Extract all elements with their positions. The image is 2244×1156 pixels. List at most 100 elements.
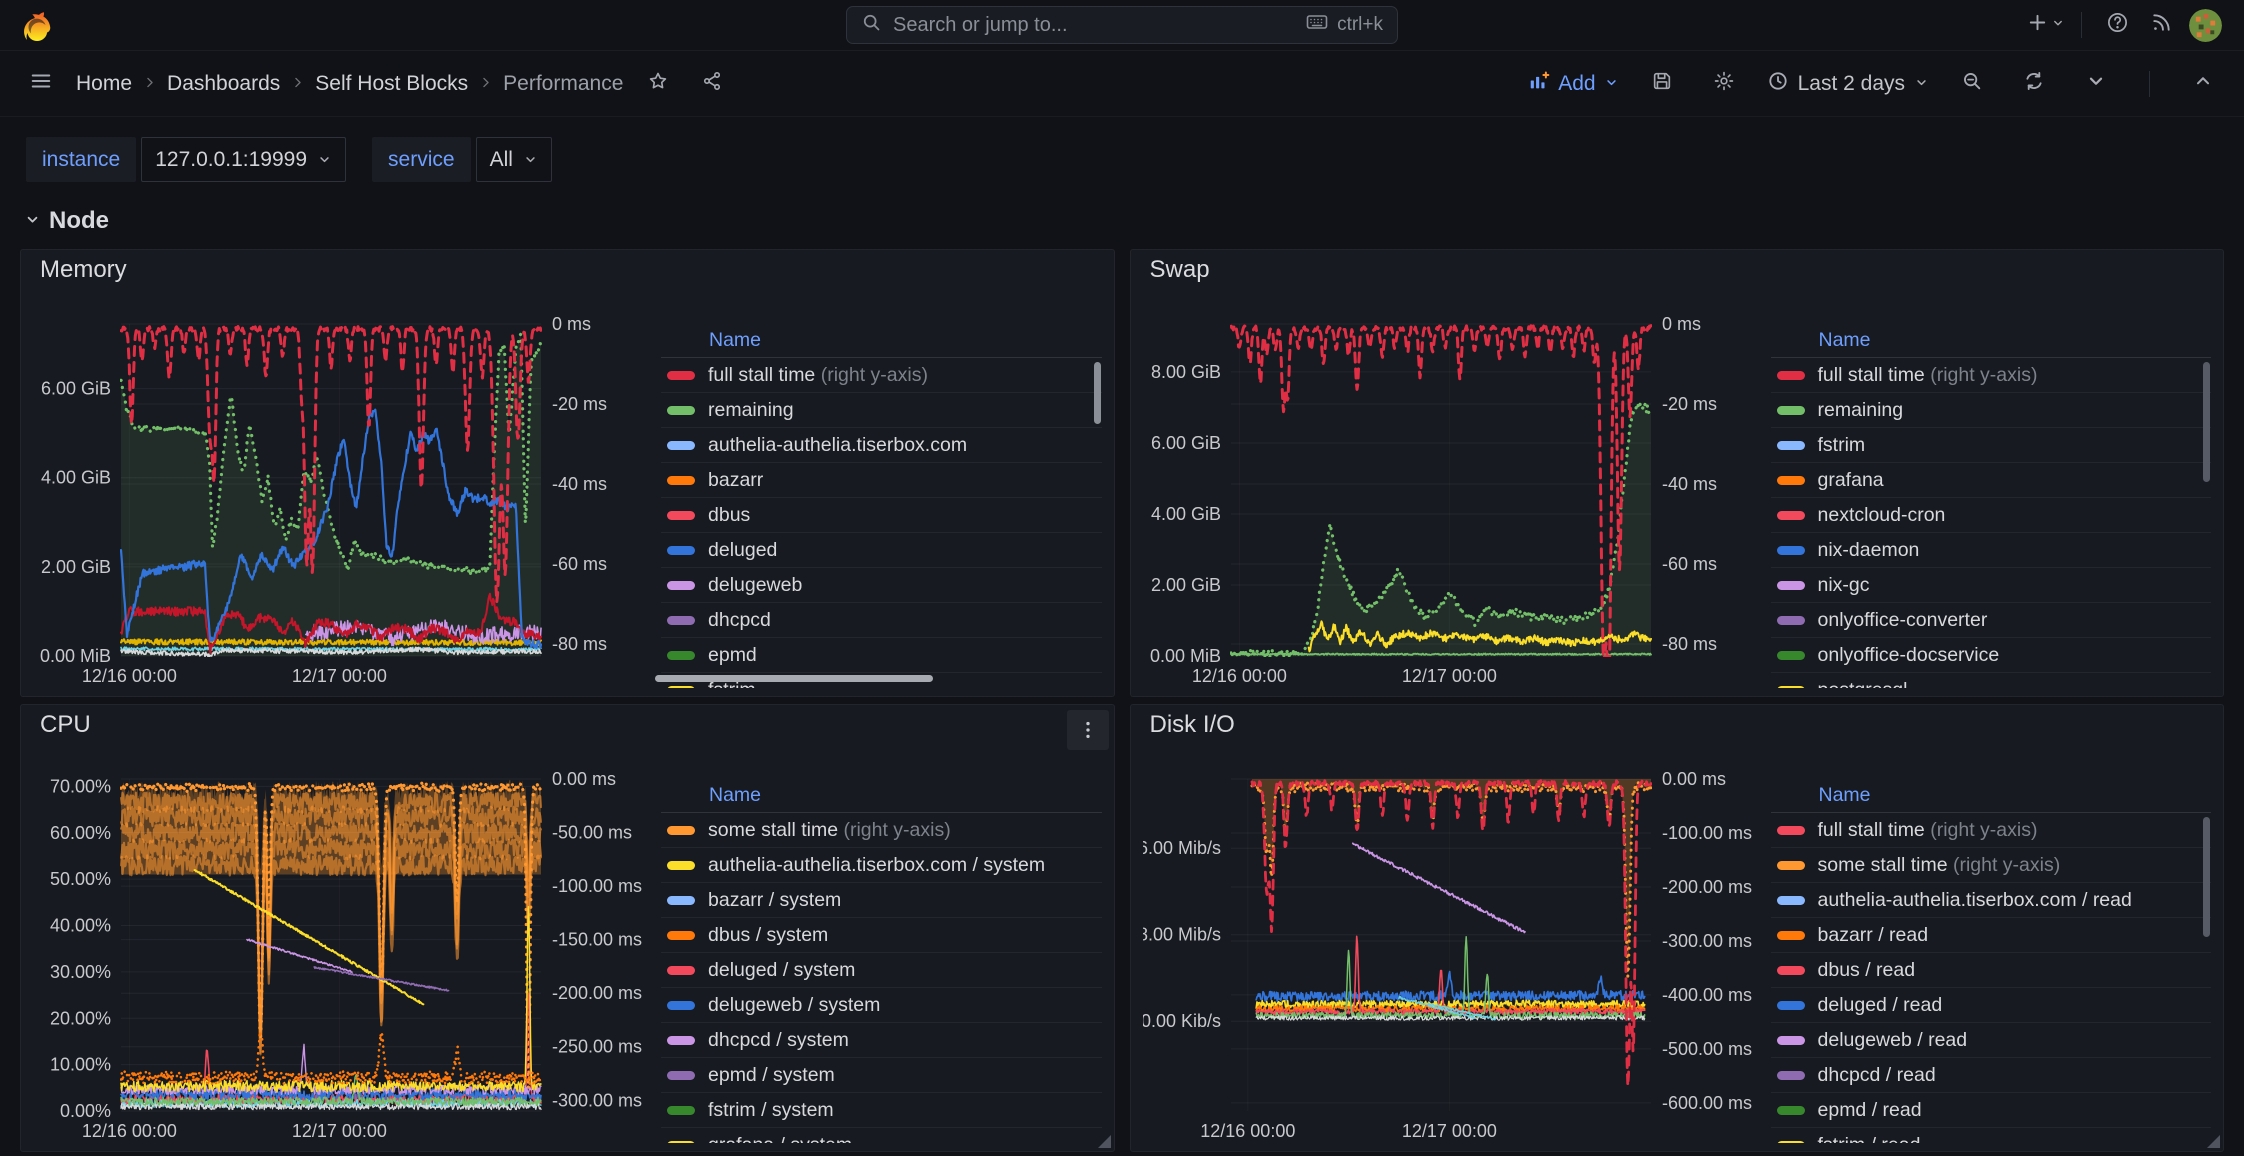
user-avatar[interactable] [2186,7,2224,43]
collapse-toolbar-button[interactable] [2184,66,2222,102]
legend-row-bazarr[interactable]: bazarr [661,463,1102,498]
legend-row-dhcpcd-read[interactable]: dhcpcd / read [1770,1058,2211,1093]
chart-canvas-cpu[interactable]: 0.00% 10.00% 20.00% 30.00% 40.00% 50.00% 60.00… [33,745,653,1143]
series-line-swap-yellow [1307,620,1652,653]
legend-row-fstrim[interactable]: fstrim [1770,428,2211,463]
panel-title-disk-io[interactable]: Disk I/O [1149,711,1235,738]
chart-canvas-disk-io[interactable]: 0.00 Kib/s 8.00 Mib/s 16.00 Mib/s 0.00 ms -1… [1143,745,1763,1143]
panel-title-swap[interactable]: Swap [1149,256,1210,283]
legend-row-epmd-system[interactable]: epmd / system [661,1058,1102,1093]
legend-row-grafana-system[interactable]: grafana / system [661,1128,1102,1143]
legend-row-deluged[interactable]: deluged [661,533,1102,568]
favorite-button[interactable] [639,66,677,102]
legend-row-authelia-authelia-tiserbox-com-system[interactable]: authelia-authelia.tiserbox.com / system [661,848,1102,883]
series-name: dhcpcd / system [708,1028,849,1051]
legend-row-fstrim-system[interactable]: fstrim / system [661,1093,1102,1128]
chart-canvas-memory[interactable]: 0.00 MiB 2.00 GiB 4.00 GiB 6.00 GiB 0 ms -20 … [33,290,653,688]
panel-title-memory[interactable]: Memory [40,256,127,283]
series-line-mem-orchid [305,619,542,647]
breadcrumb-item-self-host-blocks[interactable]: Self Host Blocks [315,71,469,95]
refresh-button[interactable] [2015,66,2053,102]
new-button[interactable] [2026,7,2065,43]
legend-row-dbus-system[interactable]: dbus / system [661,918,1102,953]
legend-horizontal-scrollbar[interactable] [655,675,934,682]
legend-row-onlyoffice-converter[interactable]: onlyoffice-converter [1770,603,2211,638]
legend-row-grafana[interactable]: grafana [1770,463,2211,498]
chart-canvas-swap[interactable]: 0.00 MiB 2.00 GiB 4.00 GiB 6.00 GiB 8.00 GiB… [1143,290,1763,688]
legend-row-authelia-authelia-tiserbox-com[interactable]: authelia-authelia.tiserbox.com [661,428,1102,463]
toolbar-divider [2149,70,2150,97]
panel-title-cpu[interactable]: CPU [40,711,91,738]
series-line-cpu-yellow-diag [193,869,425,1006]
panel-menu-button[interactable] [1066,710,1109,750]
series-name: remaining [1817,398,1904,421]
filter-value-service[interactable]: All [475,137,552,182]
series-color-pill [667,1070,695,1080]
legend-vertical-scrollbar[interactable] [2203,362,2210,482]
filter-label-instance: instance [26,137,137,182]
legend-row-bazarr-read[interactable]: bazarr / read [1770,918,2211,953]
series-line-band-2 [120,837,542,1054]
breadcrumb-item-dashboards[interactable]: Dashboards [167,71,281,95]
axis-tick-label: 16.00 Mib/s [1143,838,1221,858]
legend-row-remaining[interactable]: remaining [661,393,1102,428]
legend-header-name[interactable]: Name [1770,779,2211,813]
legend-row-nix-gc[interactable]: nix-gc [1770,568,2211,603]
legend-row-deluged-read[interactable]: deluged / read [1770,988,2211,1023]
row-node-toggle[interactable]: Node [24,207,2244,235]
search-input[interactable] [893,13,1295,37]
legend-row-onlyoffice-docservice[interactable]: onlyoffice-docservice [1770,638,2211,673]
legend-header-name[interactable]: Name [661,324,1102,358]
legend-row-some-stall-time[interactable]: some stall time (right y-axis) [661,813,1102,848]
legend-vertical-scrollbar[interactable] [1093,362,1101,424]
share-button[interactable] [693,66,731,102]
legend-row-full-stall-time[interactable]: full stall time (right y-axis) [1770,813,2211,848]
legend-row-dhcpcd[interactable]: dhcpcd [661,603,1102,638]
legend-header-name[interactable]: Name [1770,324,2211,358]
axis-tick-label: -60 ms [552,554,607,574]
legend-row-remaining[interactable]: remaining [1770,393,2211,428]
legend-row-delugeweb-system[interactable]: delugeweb / system [661,988,1102,1023]
legend-row-full-stall-time[interactable]: full stall time (right y-axis) [661,358,1102,393]
series-name: grafana [1817,468,1884,491]
legend-row-dbus[interactable]: dbus [661,498,1102,533]
series-color-pill [1776,405,1805,415]
series-name: deluged / system [708,958,856,981]
breadcrumb-item-home[interactable]: Home [76,71,133,95]
search-box[interactable]: ctrl+k [846,6,1398,44]
legend-row-authelia-authelia-tiserbox-com-read[interactable]: authelia-authelia.tiserbox.com / read [1770,883,2211,918]
legend-row-fstrim[interactable]: fstrim [661,673,1102,688]
mega-menu-toggle[interactable] [22,66,60,102]
legend-row-nextcloud-cron[interactable]: nextcloud-cron [1770,498,2211,533]
save-button[interactable] [1643,66,1681,102]
chevron-down-icon [24,207,41,235]
panel-resize-handle[interactable] [2207,1135,2220,1148]
legend-row-dhcpcd-system[interactable]: dhcpcd / system [661,1023,1102,1058]
legend-row-delugeweb-read[interactable]: delugeweb / read [1770,1023,2211,1058]
legend-row-some-stall-time[interactable]: some stall time (right y-axis) [1770,848,2211,883]
legend-row-fstrim-read[interactable]: fstrim / read [1771,1128,2212,1143]
filter-value-instance[interactable]: 127.0.0.1:19999 [141,137,347,182]
news-button[interactable] [2142,7,2180,43]
legend-header-name[interactable]: Name [661,779,1102,813]
legend-row-delugeweb[interactable]: delugeweb [661,568,1102,603]
dashboard-settings-button[interactable] [1705,66,1743,102]
legend-row-deluged-system[interactable]: deluged / system [661,953,1102,988]
legend-row-dbus-read[interactable]: dbus / read [1770,953,2211,988]
zoom-out-button[interactable] [1953,66,1991,102]
refresh-interval-picker[interactable] [2077,66,2115,102]
series-color-pill [667,1105,695,1115]
panel-resize-handle[interactable] [1097,1135,1111,1148]
add-button[interactable]: Add [1528,70,1618,98]
legend-row-nix-daemon[interactable]: nix-daemon [1770,533,2211,568]
legend-vertical-scrollbar[interactable] [2203,817,2210,937]
legend-row-epmd-read[interactable]: epmd / read [1770,1093,2211,1128]
legend-row-epmd[interactable]: epmd [661,638,1102,673]
time-picker-button[interactable]: Last 2 days [1767,70,1929,98]
grafana-logo[interactable] [20,7,56,43]
legend-row-bazarr-system[interactable]: bazarr / system [661,883,1102,918]
legend-row-full-stall-time[interactable]: full stall time (right y-axis) [1770,358,2211,393]
help-button[interactable] [2098,7,2136,43]
legend-row-postgresql[interactable]: postgresql [1771,673,2212,688]
avatar-image [2188,8,2222,42]
